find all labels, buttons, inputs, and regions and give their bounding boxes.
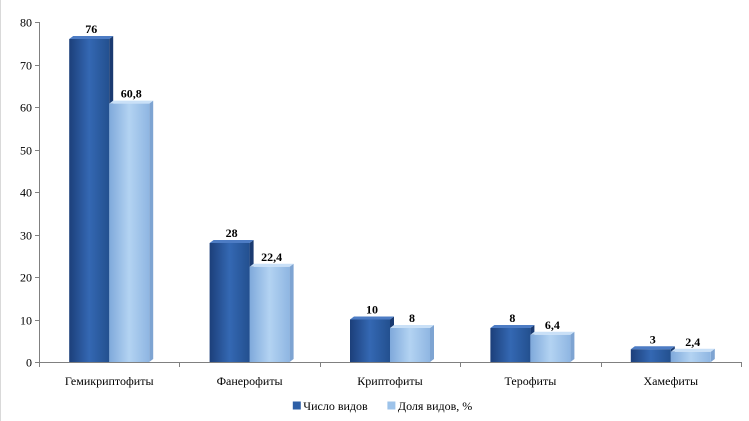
x-axis: Гемикриптофиты Фанерофиты Криптофиты Терофи…: [39, 362, 742, 388]
y-axis: 0 10 20 30 40 50 60 70 80: [20, 16, 40, 370]
bar: [390, 328, 430, 362]
bar-side: [570, 331, 575, 362]
bar-top: [670, 348, 715, 352]
data-label: 22,4: [261, 250, 282, 264]
bar: [530, 334, 571, 362]
y-tick-label: 30: [20, 229, 32, 243]
y-tick-label: 0: [26, 356, 32, 370]
data-label: 10: [366, 303, 378, 317]
data-label: 6,4: [545, 318, 560, 332]
y-tick-label: 70: [20, 59, 32, 73]
legend: Число видов Доля видов, %: [292, 399, 472, 413]
data-label: 8: [409, 311, 415, 325]
bar-top: [209, 240, 254, 243]
legend-swatch: [292, 401, 301, 410]
legend-label: Доля видов, %: [398, 399, 472, 413]
bar-top: [249, 263, 294, 267]
bar: [109, 103, 150, 362]
bar: [630, 349, 671, 362]
y-tick-label: 20: [20, 271, 32, 285]
bar-top: [490, 325, 535, 328]
bar-top: [630, 346, 675, 350]
bars: [69, 36, 715, 362]
data-label: 28: [226, 226, 238, 240]
bar-side: [149, 100, 154, 362]
x-category-label: Фанерофиты: [217, 374, 283, 388]
y-tick-label: 60: [20, 101, 32, 115]
bar-top: [390, 325, 434, 328]
bar: [249, 266, 290, 362]
y-tick-label: 10: [20, 314, 32, 328]
x-category-label: Гемикриптофиты: [65, 374, 154, 388]
data-labels: 76 60,8 28 22,4 10 8 8 6,4 3 2,4: [85, 22, 700, 349]
bar-top: [530, 331, 575, 335]
y-tick-label: 80: [20, 16, 32, 30]
bar-top: [109, 100, 154, 104]
y-tick-label: 40: [20, 186, 32, 200]
bar: [670, 351, 711, 362]
x-category-label: Терофиты: [505, 374, 557, 388]
data-label: 2,4: [685, 335, 700, 349]
bar: [209, 243, 250, 362]
bar-side: [289, 263, 294, 362]
data-label: 60,8: [121, 87, 142, 101]
x-category-label: Криптофиты: [357, 374, 422, 388]
data-label: 76: [85, 22, 97, 36]
bar: [69, 39, 110, 362]
bar-side: [710, 348, 715, 362]
bar-top: [69, 36, 114, 39]
data-label: 8: [509, 311, 515, 325]
bar-top: [350, 316, 394, 320]
x-category-label: Хамефиты: [644, 374, 699, 388]
y-tick-label: 50: [20, 144, 32, 158]
bar-side: [430, 325, 434, 362]
data-label: 3: [650, 332, 656, 346]
legend-swatch: [387, 401, 396, 410]
legend-label: Число видов: [303, 399, 368, 413]
bar: [350, 319, 390, 362]
bar: [490, 328, 531, 362]
